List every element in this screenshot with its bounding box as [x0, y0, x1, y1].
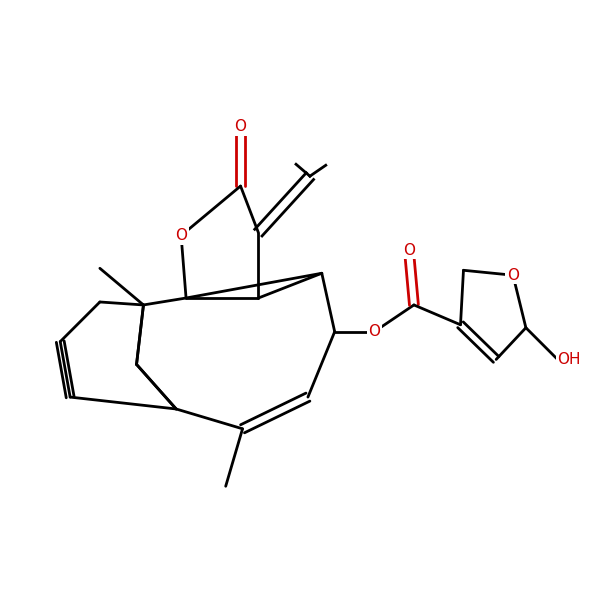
Text: O: O	[175, 228, 187, 243]
Text: O: O	[507, 268, 519, 283]
Text: O: O	[235, 119, 247, 134]
Text: O: O	[368, 324, 380, 339]
Text: O: O	[368, 324, 380, 339]
Text: OH: OH	[557, 352, 581, 367]
Text: O: O	[403, 243, 415, 258]
